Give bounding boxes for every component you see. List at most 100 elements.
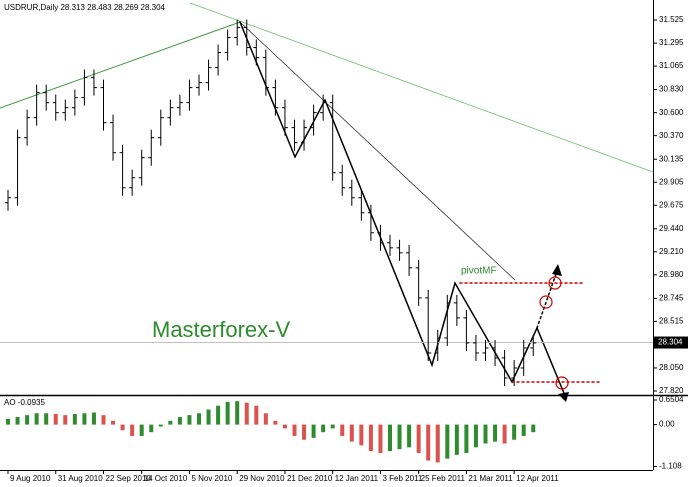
- last-price-label: 28.304: [658, 338, 683, 347]
- ao-bar: [44, 413, 49, 425]
- ao-bar: [206, 409, 211, 425]
- ao-bar: [254, 405, 259, 425]
- y-tick-label: -1.108: [659, 462, 682, 471]
- target-circle: [548, 276, 562, 290]
- y-tick-label: 31.525: [659, 15, 684, 24]
- ao-bar: [197, 413, 201, 425]
- x-tick-label: 14 Oct 2010: [144, 474, 188, 483]
- arrow-head-up: [552, 264, 562, 276]
- last-price-box: [654, 336, 688, 349]
- ao-bar: [512, 424, 517, 440]
- chart-header: USDRUR,Daily 28.313 28.483 28.269 28.304: [4, 3, 166, 12]
- ao-bar: [435, 424, 440, 463]
- ao-bar: [63, 415, 68, 425]
- ao-bar: [82, 413, 87, 425]
- ao-bar: [263, 413, 268, 425]
- x-tick-label: 9 Aug 2010: [10, 474, 51, 483]
- resistance-trendline: [239, 21, 516, 281]
- watermark: Masterforex-V: [152, 317, 290, 342]
- ao-bar: [321, 424, 326, 433]
- analysis-drawings: [0, 2, 654, 402]
- projection: [536, 273, 557, 329]
- x-tick-label: 29 Nov 2010: [239, 474, 285, 483]
- x-tick-label: 22 Sep 2010: [106, 474, 152, 483]
- ao-bar: [101, 415, 106, 425]
- ao-bar: [292, 424, 297, 436]
- ao-bar: [493, 424, 498, 442]
- ao-bar: [521, 424, 526, 436]
- ao-bar: [397, 424, 402, 450]
- ao-bar: [388, 424, 392, 452]
- y-tick-label: 28.050: [659, 363, 684, 372]
- y-tick-label: 28.745: [659, 293, 684, 302]
- ao-bar: [168, 420, 173, 425]
- ao-bar: [502, 424, 507, 444]
- ao-bar: [416, 424, 421, 453]
- ao-bar: [359, 424, 364, 446]
- ao-bar: [473, 424, 478, 448]
- y-tick-label: 30.135: [659, 154, 684, 163]
- ao-bar: [483, 424, 488, 444]
- pivot-label: pivotMF: [461, 266, 497, 277]
- y-tick-label: 28.515: [659, 317, 684, 326]
- long-trendline: [189, 2, 654, 173]
- y-tick-label: 0.6504: [659, 395, 684, 404]
- y-tick-label: 27.820: [659, 386, 684, 395]
- y-tick-label: 29.440: [659, 224, 684, 233]
- x-tick-label: 25 Feb 2011: [421, 474, 466, 483]
- target-circle: [555, 376, 569, 390]
- ao-bar: [340, 424, 345, 436]
- ao-bar: [282, 424, 287, 429]
- ao-bar: [15, 417, 20, 425]
- ao-bar: [6, 418, 10, 425]
- y-tick-label: 0.00: [659, 420, 675, 429]
- ao-bar: [53, 414, 58, 425]
- x-tick-label: 3 Feb 2011: [382, 474, 422, 483]
- ao-bar: [225, 401, 230, 425]
- target-circle: [539, 295, 553, 309]
- ao-bar: [454, 424, 459, 455]
- x-tick-label: 12 Apr 2011: [516, 474, 559, 483]
- ao-bar: [187, 415, 192, 425]
- ao-bar: [464, 424, 469, 453]
- ao-bar: [91, 412, 96, 425]
- ao-bar: [368, 424, 373, 452]
- ao-bar: [302, 424, 307, 440]
- x-tick-label: 5 Nov 2010: [191, 474, 232, 483]
- x-tick-label: 21 Dec 2010: [287, 474, 333, 483]
- y-tick-label: 30.830: [659, 85, 684, 94]
- ao-bar: [235, 401, 240, 425]
- ao-bar: [149, 424, 154, 433]
- ao-bar: [25, 415, 30, 425]
- ao-bar: [158, 424, 163, 427]
- y-tick-label: 29.210: [659, 247, 684, 256]
- ao-bar: [120, 424, 125, 431]
- ao-bar: [177, 417, 182, 425]
- ao-bar: [330, 424, 335, 429]
- y-tick-label: 29.905: [659, 177, 684, 186]
- support-trendline: [0, 21, 241, 109]
- y-tick-label: 30.370: [659, 131, 684, 140]
- y-tick-label: 29.675: [659, 200, 684, 209]
- x-tick-label: 12 Jan 2011: [335, 474, 379, 483]
- ao-bar: [378, 424, 383, 453]
- ao-bar: [273, 420, 278, 425]
- ao-bar: [34, 413, 39, 425]
- y-tick-label: 31.065: [659, 61, 684, 70]
- ao-bar: [407, 424, 412, 448]
- x-tick-label: 31 Aug 2010: [58, 474, 103, 483]
- ao-bar: [111, 420, 116, 425]
- ao-bar: [139, 424, 144, 436]
- ao-bar: [445, 424, 450, 459]
- ao-bar: [216, 405, 221, 425]
- ao-bar: [130, 424, 135, 436]
- ao-bar: [72, 414, 77, 425]
- indicator-title: AO -0.0935: [4, 398, 45, 407]
- y-tick-label: 31.295: [659, 38, 684, 47]
- ao-bar: [244, 402, 249, 425]
- arrow-head-down: [558, 392, 569, 402]
- x-tick-label: 21 Mar 2011: [468, 474, 513, 483]
- ao-bar: [531, 424, 536, 433]
